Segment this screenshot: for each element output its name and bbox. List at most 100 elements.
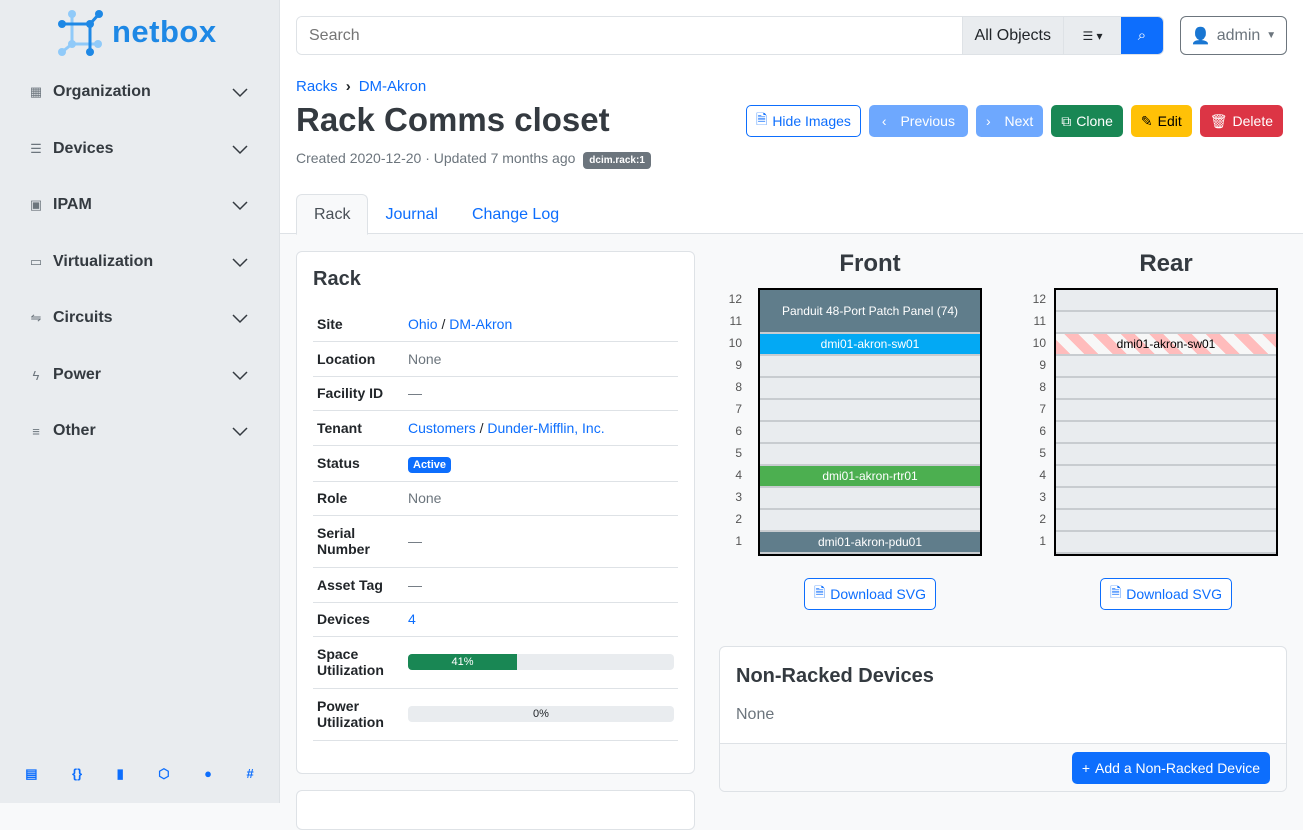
rack-device[interactable]: dmi01-akron-sw01 <box>1056 334 1276 356</box>
rack-unit-slot[interactable] <box>760 444 980 466</box>
page-title: Rack Comms closet <box>296 101 610 138</box>
download-rear-svg-button[interactable]: 🗎 Download SVG <box>1100 578 1232 610</box>
rack-unit-slot[interactable] <box>760 356 980 378</box>
region-link[interactable]: Ohio <box>408 315 438 332</box>
brand-name: netbox <box>112 14 217 49</box>
download-front-svg-button[interactable]: 🗎 Download SVG <box>804 578 936 610</box>
rack-unit-number: 12 <box>728 292 742 306</box>
row-location: Location None <box>313 341 678 377</box>
chevron-down-icon <box>232 314 248 324</box>
rack-unit-slot[interactable] <box>760 510 980 532</box>
page-meta: Created 2020-12-20 · Updated 7 months ag… <box>296 150 651 169</box>
tenant-link[interactable]: Dunder-Mifflin, Inc. <box>487 419 605 436</box>
rack-unit-slot[interactable] <box>1056 356 1276 378</box>
ip-icon: ▣ <box>29 197 43 212</box>
book-icon[interactable]: ▮ <box>116 766 124 781</box>
rack-device[interactable]: dmi01-akron-sw01 <box>760 334 980 356</box>
clone-button[interactable]: ⧉ Clone <box>1051 105 1123 137</box>
sidebar-item-virtualization[interactable]: ▭ Virtualization <box>0 242 279 282</box>
api-icon[interactable]: {} <box>72 766 83 781</box>
chevron-down-icon <box>232 371 248 381</box>
sidebar-item-label: Circuits <box>53 309 113 326</box>
sidebar-item-devices[interactable]: ☰ Devices <box>0 129 279 169</box>
devices-link[interactable]: 4 <box>408 611 416 627</box>
caret-down-icon: ▼ <box>1266 30 1277 41</box>
chevron-down-icon <box>232 88 248 98</box>
rack-unit-slot[interactable] <box>1056 532 1276 554</box>
rack-unit-slot[interactable] <box>760 378 980 400</box>
space-utilization-fill: 41% <box>408 654 518 670</box>
rack-unit-number: 2 <box>1039 512 1046 526</box>
page-header: All Objects ☰ ▾ ⌕ 👤 admin ▼ Racks › DM-Akron… <box>280 0 1303 235</box>
previous-label: Previous <box>900 113 955 129</box>
docs-icon[interactable]: ▤ <box>25 766 38 781</box>
sidebar-item-circuits[interactable]: ⇋ Circuits <box>0 298 279 338</box>
rack-unit-number: 8 <box>735 380 742 394</box>
rack-unit-slot[interactable] <box>1056 510 1276 532</box>
edit-button[interactable]: ✎ Edit <box>1130 105 1192 137</box>
sidebar-item-label: Virtualization <box>53 253 154 270</box>
add-non-racked-device-button[interactable]: + Add a Non-Racked Device <box>1071 752 1270 784</box>
github-icon[interactable]: ● <box>204 766 212 781</box>
sidebar-footer: ▤ {} ▮ ⬡ ● # <box>0 766 279 782</box>
rack-unit-slot[interactable] <box>760 400 980 422</box>
slack-icon[interactable]: # <box>246 766 254 781</box>
rack-unit-slot[interactable] <box>760 488 980 510</box>
breadcrumb-site[interactable]: DM-Akron <box>358 78 427 95</box>
search-bar: All Objects ☰ ▾ ⌕ <box>296 16 1164 55</box>
copy-icon: ⧉ <box>1061 112 1072 129</box>
netbox-logo[interactable]: netbox <box>56 8 217 56</box>
rack-unit-slot[interactable] <box>1056 466 1276 488</box>
tenant-group-link[interactable]: Customers <box>408 419 476 436</box>
chevron-right-icon: › <box>985 113 991 129</box>
search-input[interactable] <box>297 17 962 54</box>
search-scope-select[interactable]: All Objects <box>961 17 1063 54</box>
user-menu[interactable]: 👤 admin ▼ <box>1180 16 1287 55</box>
monitor-icon: ▭ <box>29 254 43 269</box>
sidebar-item-ipam[interactable]: ▣ IPAM <box>0 185 279 225</box>
add-label: Add a Non-Racked Device <box>1095 760 1260 776</box>
rack-device[interactable]: dmi01-akron-rtr01 <box>760 466 980 488</box>
rack-unit-number: 2 <box>735 512 742 526</box>
rack-unit-number: 4 <box>1039 468 1046 482</box>
sidebar-item-organization[interactable]: ▦ Organization <box>0 72 279 112</box>
rack-unit-slot[interactable] <box>1056 400 1276 422</box>
sidebar-item-power[interactable]: ϟ Power <box>0 355 279 395</box>
filter-icon: ☰ ▾ <box>1082 28 1103 43</box>
breadcrumb-racks[interactable]: Racks <box>296 78 338 95</box>
previous-button[interactable]: ‹ Previous <box>868 105 968 137</box>
tab-rack[interactable]: Rack <box>296 194 369 235</box>
site-link[interactable]: DM-Akron <box>449 315 513 332</box>
row-space-utilization: Space Utilization 41% <box>313 636 678 689</box>
rack-unit-slot[interactable] <box>1056 444 1276 466</box>
rack-device[interactable]: Panduit 48-Port Patch Panel (74) <box>760 290 980 334</box>
label: Status <box>313 445 404 482</box>
row-tenant: Tenant Customers / Dunder-Mifflin, Inc. <box>313 410 678 446</box>
rack-unit-slot[interactable] <box>1056 312 1276 334</box>
rack-unit-number: 12 <box>1032 292 1046 306</box>
label: Site <box>313 307 404 342</box>
rack-device[interactable]: dmi01-akron-pdu01 <box>760 532 980 554</box>
file-icon: 🗎 <box>1110 584 1122 600</box>
tab-journal[interactable]: Journal <box>385 205 438 223</box>
graphql-icon[interactable]: ⬡ <box>158 766 170 781</box>
breadcrumb: Racks › DM-Akron <box>296 78 426 95</box>
rack-unit-slot[interactable] <box>1056 488 1276 510</box>
tab-changelog[interactable]: Change Log <box>471 205 560 223</box>
delete-button[interactable]: 🗑 Delete <box>1199 105 1283 137</box>
status-badge: Active <box>408 457 452 473</box>
label: Devices <box>313 602 404 637</box>
filter-dropdown[interactable]: ☰ ▾ <box>1063 17 1121 54</box>
label: Asset Tag <box>313 567 404 603</box>
search-button[interactable]: ⌕ <box>1121 17 1163 54</box>
rack-unit-slot[interactable] <box>1056 378 1276 400</box>
next-button[interactable]: › Next <box>975 105 1044 137</box>
rack-unit-slot[interactable] <box>1056 290 1276 312</box>
rack-unit-slot[interactable] <box>760 422 980 444</box>
sidebar-item-other[interactable]: ≡ Other <box>0 411 279 451</box>
hide-images-button[interactable]: 🗎 Hide Images <box>746 105 861 137</box>
next-card <box>296 790 695 830</box>
hide-images-label: Hide Images <box>772 113 851 129</box>
value: — <box>404 515 678 568</box>
rack-unit-slot[interactable] <box>1056 422 1276 444</box>
